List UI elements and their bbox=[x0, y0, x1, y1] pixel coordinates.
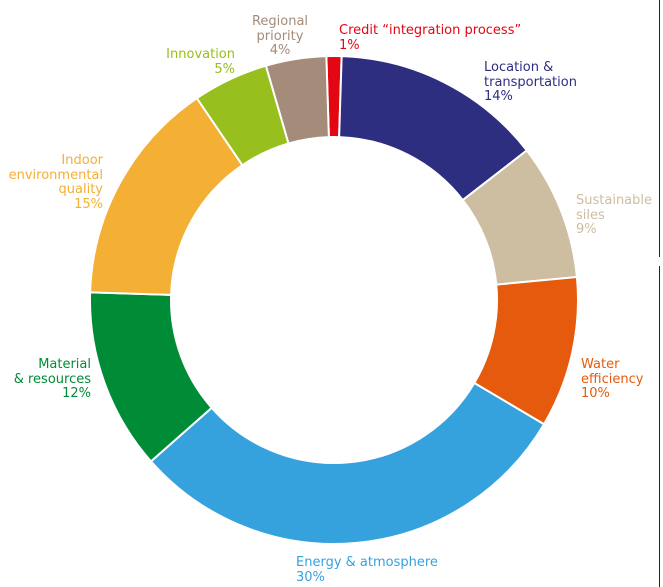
label-water-pct: 10% bbox=[581, 386, 610, 401]
label-regional-pct: 4% bbox=[269, 43, 291, 58]
edge-divider-top bbox=[659, 0, 660, 257]
label-regional-line-0: Regional bbox=[251, 14, 309, 29]
label-location-line-0: Location & bbox=[484, 60, 554, 75]
label-credit: Credit “integration process” 1% bbox=[339, 23, 522, 53]
label-credit-pct: 1% bbox=[339, 37, 360, 53]
label-innovation-line-0: Innovation bbox=[166, 47, 235, 62]
label-sustainable-line-1: siles bbox=[576, 207, 605, 223]
label-sustainable: Sustainable siles 9% bbox=[576, 193, 653, 238]
label-material-line-0: Material bbox=[38, 357, 91, 372]
label-sustainable-pct: 9% bbox=[576, 222, 597, 237]
label-material: Material & resources 12% bbox=[13, 357, 91, 402]
label-regional: Regional priority 4% bbox=[244, 14, 316, 59]
label-location-line-1: transportation bbox=[484, 74, 577, 90]
label-indoor-line-2: quality bbox=[58, 182, 103, 197]
label-water-line-1: efficiency bbox=[581, 371, 644, 387]
edge-divider-bottom bbox=[659, 266, 660, 587]
label-credit-line-0: Credit “integration process” bbox=[339, 23, 522, 38]
label-location-pct: 14% bbox=[484, 89, 513, 104]
label-innovation-pct: 5% bbox=[214, 61, 235, 77]
label-energy-line-0: Energy & atmosphere bbox=[296, 555, 438, 570]
slice-energy bbox=[149, 381, 546, 545]
label-water-line-0: Water bbox=[581, 357, 620, 372]
label-energy: Energy & atmosphere 30% bbox=[296, 555, 438, 585]
label-water: Water efficiency 10% bbox=[581, 357, 644, 402]
label-indoor-pct: 15% bbox=[74, 196, 103, 212]
label-sustainable-line-0: Sustainable bbox=[576, 193, 653, 208]
label-indoor: Indoor environmental quality 15% bbox=[8, 153, 103, 212]
label-indoor-line-1: environmental bbox=[8, 167, 103, 183]
label-energy-pct: 30% bbox=[296, 569, 325, 585]
label-location: Location & transportation 14% bbox=[484, 60, 577, 105]
slice-regional bbox=[264, 55, 330, 145]
label-material-line-1: & resources bbox=[13, 371, 91, 387]
label-indoor-line-0: Indoor bbox=[61, 153, 103, 168]
label-regional-line-1: priority bbox=[256, 28, 304, 44]
label-material-pct: 12% bbox=[62, 386, 91, 401]
donut-slices bbox=[89, 54, 579, 545]
label-innovation: Innovation 5% bbox=[166, 47, 235, 77]
